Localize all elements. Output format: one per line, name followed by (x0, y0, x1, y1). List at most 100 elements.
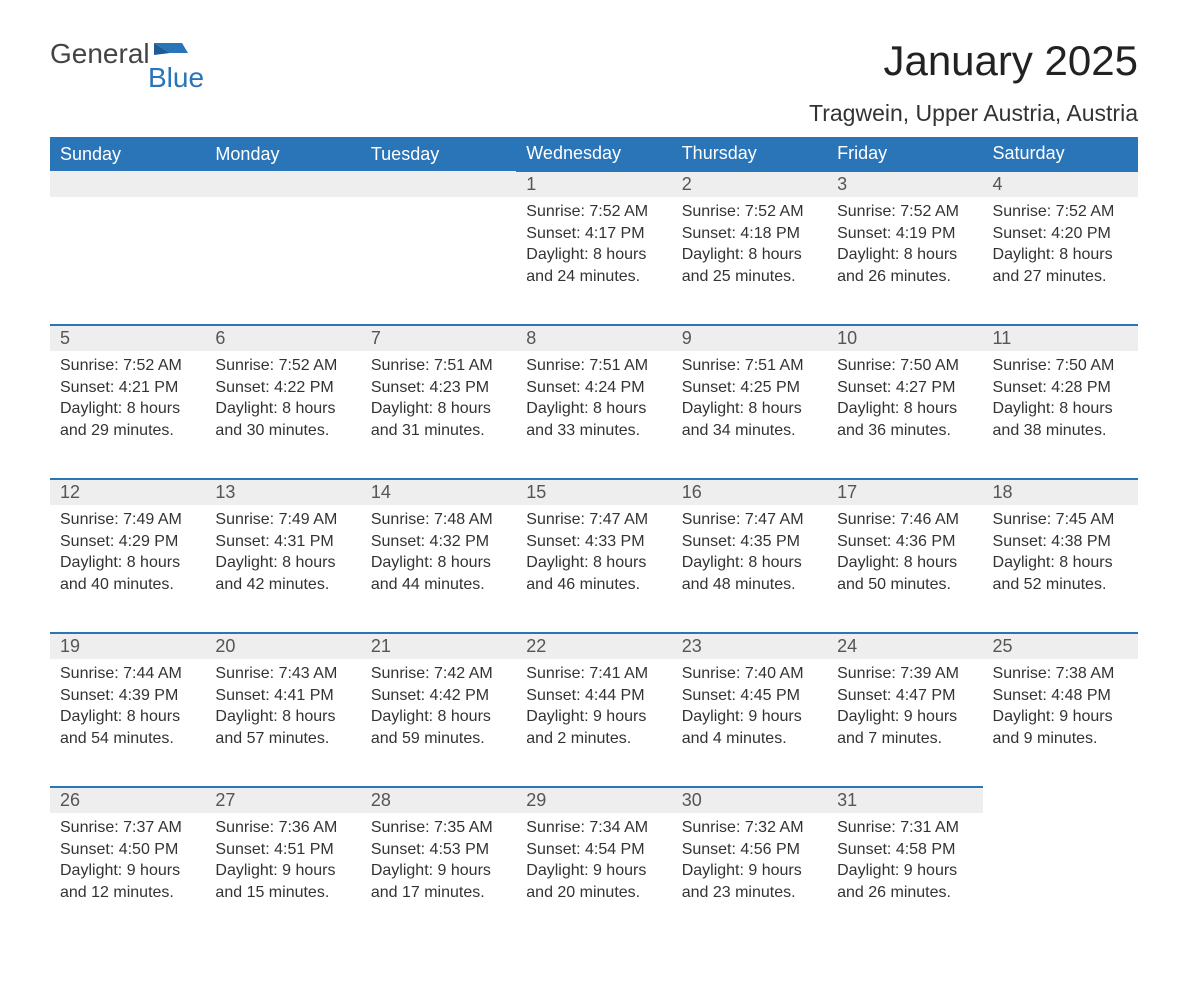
sunrise-text: Sunrise: 7:52 AM (993, 201, 1128, 223)
sunrise-text: Sunrise: 7:51 AM (682, 355, 817, 377)
sunrise-text: Sunrise: 7:36 AM (215, 817, 350, 839)
sunrise-text: Sunrise: 7:39 AM (837, 663, 972, 685)
sunset-text: Sunset: 4:24 PM (526, 377, 661, 399)
sunset-text: Sunset: 4:27 PM (837, 377, 972, 399)
day-number-cell: 16 (672, 479, 827, 505)
day-number-cell (983, 787, 1138, 813)
day-content-cell: Sunrise: 7:47 AMSunset: 4:33 PMDaylight:… (516, 505, 671, 633)
daylight-text: Daylight: 9 hours and 9 minutes. (993, 706, 1128, 749)
daylight-text: Daylight: 8 hours and 42 minutes. (215, 552, 350, 595)
sunrise-text: Sunrise: 7:31 AM (837, 817, 972, 839)
sunset-text: Sunset: 4:51 PM (215, 839, 350, 861)
day-number-row: 567891011 (50, 325, 1138, 351)
sunset-text: Sunset: 4:32 PM (371, 531, 506, 553)
brand-logo: General Blue (50, 40, 204, 92)
sunrise-text: Sunrise: 7:52 AM (526, 201, 661, 223)
sunrise-text: Sunrise: 7:52 AM (837, 201, 972, 223)
sunset-text: Sunset: 4:38 PM (993, 531, 1128, 553)
daylight-text: Daylight: 8 hours and 26 minutes. (837, 244, 972, 287)
weekday-header: Saturday (983, 137, 1138, 171)
day-content-cell: Sunrise: 7:38 AMSunset: 4:48 PMDaylight:… (983, 659, 1138, 787)
day-content-cell: Sunrise: 7:39 AMSunset: 4:47 PMDaylight:… (827, 659, 982, 787)
daylight-text: Daylight: 8 hours and 50 minutes. (837, 552, 972, 595)
header: General Blue January 2025 Tragwein, Uppe… (50, 40, 1138, 127)
day-content-cell: Sunrise: 7:48 AMSunset: 4:32 PMDaylight:… (361, 505, 516, 633)
day-content-cell: Sunrise: 7:31 AMSunset: 4:58 PMDaylight:… (827, 813, 982, 941)
sunset-text: Sunset: 4:35 PM (682, 531, 817, 553)
daylight-text: Daylight: 8 hours and 31 minutes. (371, 398, 506, 441)
day-content-cell: Sunrise: 7:41 AMSunset: 4:44 PMDaylight:… (516, 659, 671, 787)
weekday-header: Wednesday (516, 137, 671, 171)
daylight-text: Daylight: 9 hours and 7 minutes. (837, 706, 972, 749)
day-number-row: 12131415161718 (50, 479, 1138, 505)
daylight-text: Daylight: 8 hours and 29 minutes. (60, 398, 195, 441)
logo-text-blue: Blue (148, 64, 204, 92)
day-number-cell: 2 (672, 171, 827, 197)
day-content-cell: Sunrise: 7:50 AMSunset: 4:28 PMDaylight:… (983, 351, 1138, 479)
daylight-text: Daylight: 9 hours and 4 minutes. (682, 706, 817, 749)
daylight-text: Daylight: 8 hours and 33 minutes. (526, 398, 661, 441)
day-content-cell: Sunrise: 7:52 AMSunset: 4:20 PMDaylight:… (983, 197, 1138, 325)
daylight-text: Daylight: 9 hours and 17 minutes. (371, 860, 506, 903)
sunrise-text: Sunrise: 7:40 AM (682, 663, 817, 685)
daylight-text: Daylight: 8 hours and 54 minutes. (60, 706, 195, 749)
daylight-text: Daylight: 9 hours and 26 minutes. (837, 860, 972, 903)
sunrise-text: Sunrise: 7:48 AM (371, 509, 506, 531)
daylight-text: Daylight: 8 hours and 57 minutes. (215, 706, 350, 749)
daylight-text: Daylight: 8 hours and 25 minutes. (682, 244, 817, 287)
sunrise-text: Sunrise: 7:43 AM (215, 663, 350, 685)
sunset-text: Sunset: 4:29 PM (60, 531, 195, 553)
sunset-text: Sunset: 4:50 PM (60, 839, 195, 861)
sunset-text: Sunset: 4:23 PM (371, 377, 506, 399)
day-number-cell: 24 (827, 633, 982, 659)
day-content-cell (205, 197, 360, 325)
day-content-cell: Sunrise: 7:44 AMSunset: 4:39 PMDaylight:… (50, 659, 205, 787)
location-text: Tragwein, Upper Austria, Austria (809, 100, 1138, 127)
weekday-header: Thursday (672, 137, 827, 171)
day-number-cell: 27 (205, 787, 360, 813)
day-number-cell: 21 (361, 633, 516, 659)
day-content-cell: Sunrise: 7:51 AMSunset: 4:24 PMDaylight:… (516, 351, 671, 479)
day-number-cell: 28 (361, 787, 516, 813)
sunrise-text: Sunrise: 7:37 AM (60, 817, 195, 839)
day-number-cell: 14 (361, 479, 516, 505)
day-number-cell: 19 (50, 633, 205, 659)
day-number-cell: 25 (983, 633, 1138, 659)
day-number-row: 262728293031 (50, 787, 1138, 813)
daylight-text: Daylight: 8 hours and 46 minutes. (526, 552, 661, 595)
day-number-cell (205, 171, 360, 197)
day-content-cell: Sunrise: 7:42 AMSunset: 4:42 PMDaylight:… (361, 659, 516, 787)
day-content-cell: Sunrise: 7:34 AMSunset: 4:54 PMDaylight:… (516, 813, 671, 941)
sunrise-text: Sunrise: 7:52 AM (215, 355, 350, 377)
sunrise-text: Sunrise: 7:49 AM (60, 509, 195, 531)
page-title: January 2025 (809, 40, 1138, 82)
day-content-cell (983, 813, 1138, 941)
sunset-text: Sunset: 4:58 PM (837, 839, 972, 861)
sunrise-text: Sunrise: 7:44 AM (60, 663, 195, 685)
sunset-text: Sunset: 4:17 PM (526, 223, 661, 245)
day-content-cell: Sunrise: 7:36 AMSunset: 4:51 PMDaylight:… (205, 813, 360, 941)
day-content-cell: Sunrise: 7:49 AMSunset: 4:29 PMDaylight:… (50, 505, 205, 633)
day-number-cell: 18 (983, 479, 1138, 505)
day-number-cell: 1 (516, 171, 671, 197)
day-content-cell: Sunrise: 7:46 AMSunset: 4:36 PMDaylight:… (827, 505, 982, 633)
sunset-text: Sunset: 4:33 PM (526, 531, 661, 553)
day-number-cell: 12 (50, 479, 205, 505)
day-content-cell (361, 197, 516, 325)
day-content-row: Sunrise: 7:37 AMSunset: 4:50 PM Daylight:… (50, 813, 1138, 941)
sunrise-text: Sunrise: 7:38 AM (993, 663, 1128, 685)
day-content-cell: Sunrise: 7:45 AMSunset: 4:38 PMDaylight:… (983, 505, 1138, 633)
sunset-text: Sunset: 4:18 PM (682, 223, 817, 245)
daylight-text: Daylight: 9 hours and 15 minutes. (215, 860, 350, 903)
daylight-text: Daylight: 8 hours and 27 minutes. (993, 244, 1128, 287)
calendar-table: Sunday Monday Tuesday Wednesday Thursday… (50, 137, 1138, 941)
day-number-cell (50, 171, 205, 197)
day-number-cell: 15 (516, 479, 671, 505)
daylight-text: Daylight: 8 hours and 52 minutes. (993, 552, 1128, 595)
day-content-cell: Sunrise: 7:32 AMSunset: 4:56 PMDaylight:… (672, 813, 827, 941)
sunset-text: Sunset: 4:48 PM (993, 685, 1128, 707)
day-number-cell: 6 (205, 325, 360, 351)
day-number-cell: 26 (50, 787, 205, 813)
daylight-text: Daylight: 8 hours and 30 minutes. (215, 398, 350, 441)
day-content-cell: Sunrise: 7:47 AMSunset: 4:35 PMDaylight:… (672, 505, 827, 633)
